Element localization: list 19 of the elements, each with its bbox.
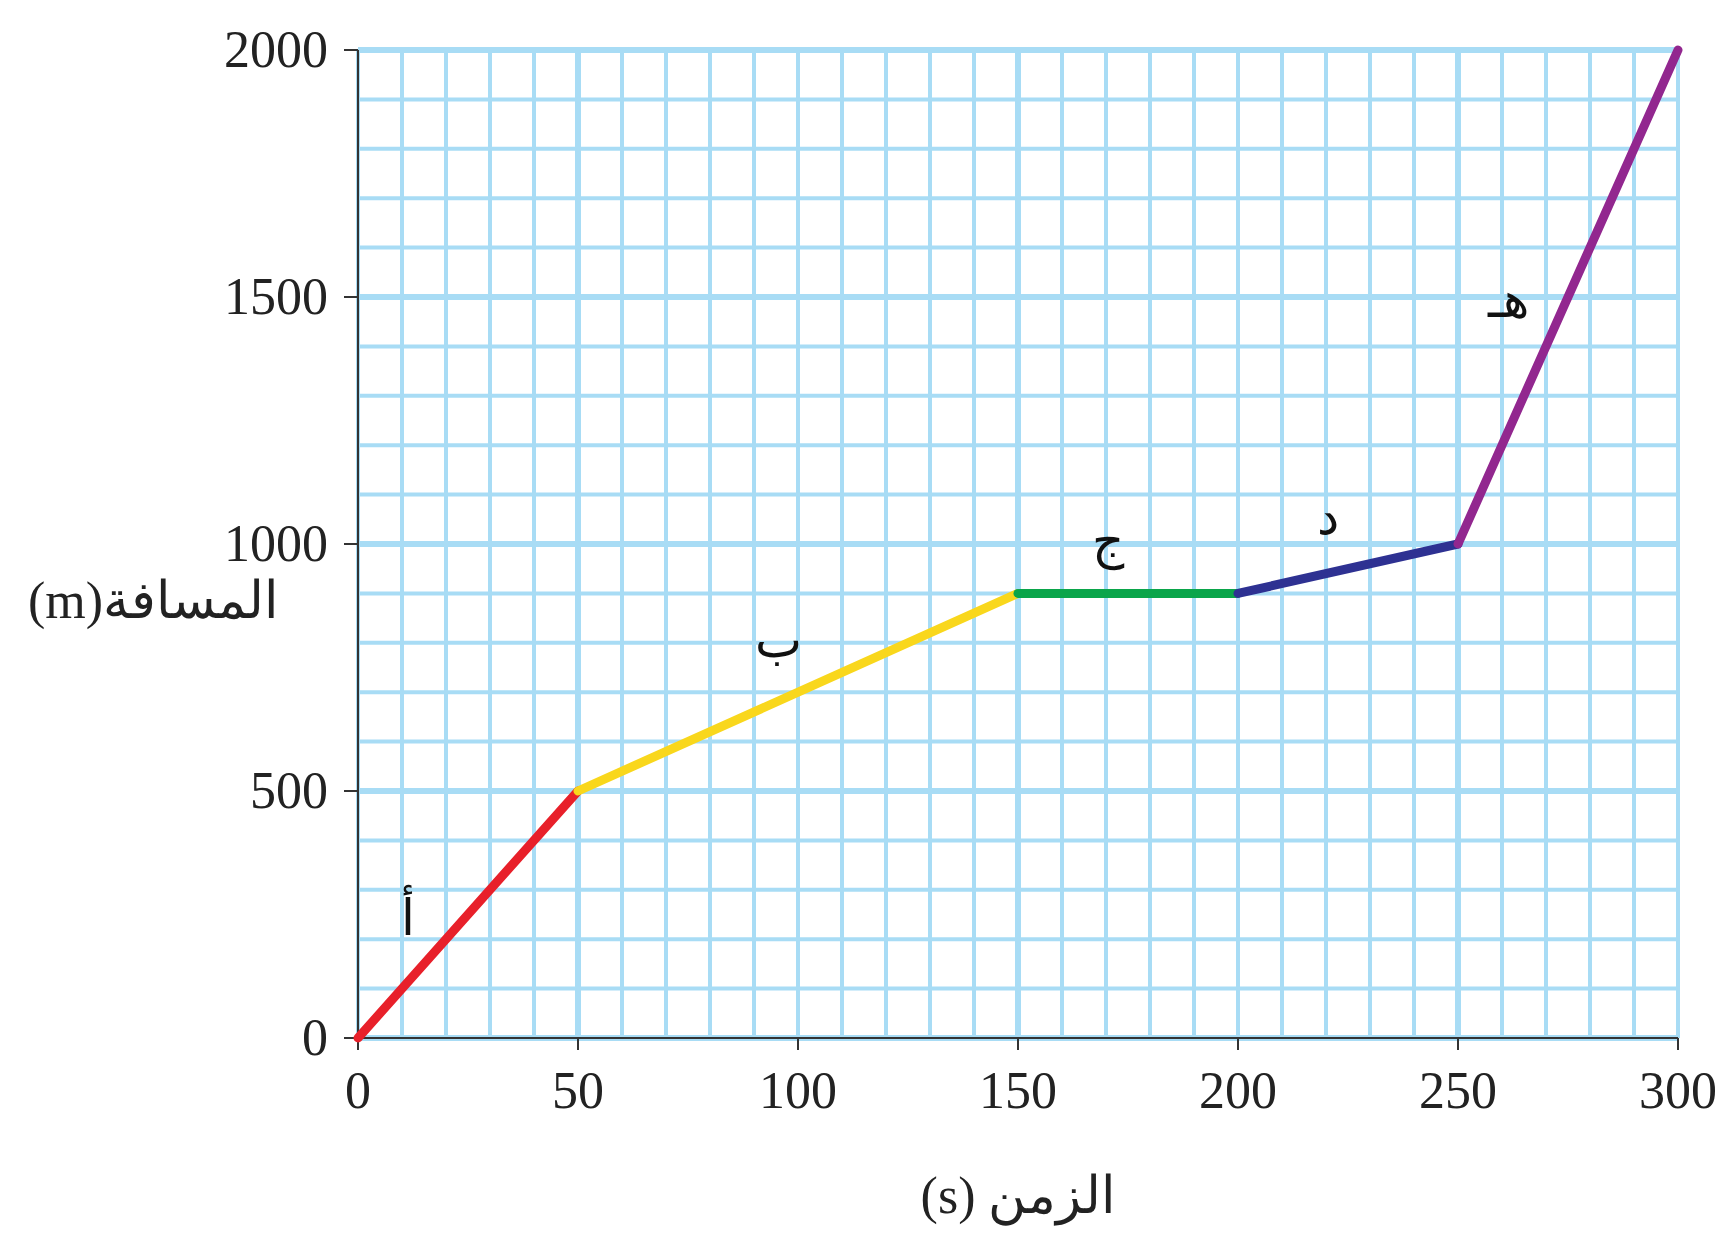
- x-tick-label: 100: [759, 1062, 837, 1119]
- x-tick-label: 50: [552, 1062, 604, 1119]
- series-label: ج: [1092, 512, 1125, 572]
- x-tick-label: 250: [1419, 1062, 1497, 1119]
- x-tick-label: 0: [345, 1062, 371, 1119]
- series-label: ب: [754, 611, 802, 670]
- x-axis-title: الزمن (s): [920, 1167, 1116, 1226]
- y-tick-label: 2000: [224, 21, 328, 78]
- x-tick-label: 300: [1639, 1062, 1717, 1119]
- series-label: د: [1317, 487, 1339, 546]
- y-tick-label: 0: [302, 1009, 328, 1066]
- y-tick-label: 500: [250, 762, 328, 819]
- series-label: أ: [401, 883, 415, 947]
- x-tick-label: 150: [979, 1062, 1057, 1119]
- series-label: هـ: [1486, 271, 1529, 329]
- y-tick-label: 1500: [224, 268, 328, 325]
- y-tick-label: 1000: [224, 515, 328, 572]
- y-axis-title: المسافة(m): [27, 572, 279, 631]
- x-tick-label: 200: [1199, 1062, 1277, 1119]
